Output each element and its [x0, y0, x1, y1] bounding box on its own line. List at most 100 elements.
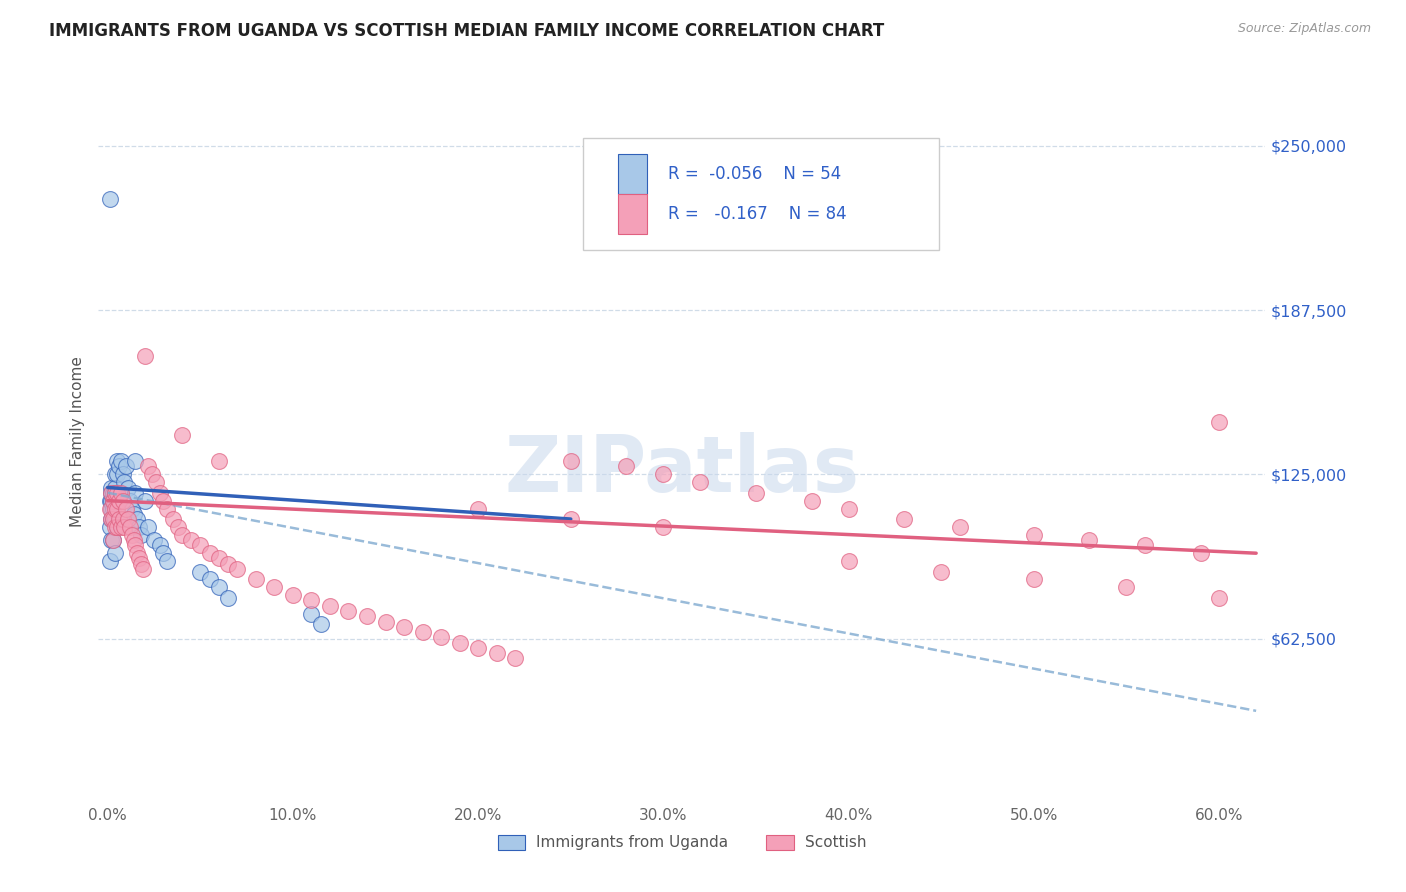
Point	[105, 520, 128, 534]
Point	[141, 467, 163, 482]
Point	[838, 554, 860, 568]
Point	[121, 501, 143, 516]
Point	[689, 475, 711, 490]
Point	[103, 533, 125, 547]
Text: Source: ZipAtlas.com: Source: ZipAtlas.com	[1237, 22, 1371, 36]
Point	[1022, 573, 1045, 587]
Point	[103, 501, 125, 516]
Point	[152, 493, 174, 508]
Point	[128, 551, 150, 566]
Point	[281, 588, 304, 602]
Point	[162, 512, 184, 526]
Point	[167, 520, 190, 534]
Point	[104, 481, 127, 495]
Point	[148, 538, 170, 552]
Point	[132, 562, 155, 576]
Point	[107, 459, 129, 474]
Point	[104, 520, 127, 534]
Point	[217, 557, 239, 571]
Point	[800, 493, 823, 508]
Point	[145, 475, 167, 490]
Point	[124, 485, 146, 500]
Point	[104, 546, 127, 560]
Point	[105, 485, 128, 500]
Point	[467, 501, 489, 516]
Point	[226, 562, 249, 576]
Point	[98, 192, 121, 206]
Point	[118, 493, 141, 508]
Point	[129, 557, 152, 571]
Point	[98, 493, 121, 508]
Point	[122, 533, 145, 547]
Point	[121, 528, 143, 542]
Text: R =   -0.167    N = 84: R = -0.167 N = 84	[668, 205, 846, 223]
Point	[198, 546, 221, 560]
Point	[117, 512, 139, 526]
Point	[485, 646, 508, 660]
Point	[103, 493, 125, 508]
Point	[356, 609, 378, 624]
Point	[1115, 580, 1137, 594]
Point	[652, 520, 675, 534]
Point	[111, 493, 134, 508]
Point	[1208, 415, 1230, 429]
Point	[117, 481, 139, 495]
Point	[188, 565, 211, 579]
Point	[111, 512, 134, 526]
Point	[105, 501, 128, 516]
Point	[208, 580, 231, 594]
Point	[100, 493, 122, 508]
Point	[560, 454, 582, 468]
Point	[430, 630, 453, 644]
Point	[105, 520, 128, 534]
Point	[560, 512, 582, 526]
Point	[392, 620, 415, 634]
Point	[105, 493, 128, 508]
Point	[138, 520, 160, 534]
Point	[100, 512, 122, 526]
Point	[103, 485, 125, 500]
Point	[198, 573, 221, 587]
Point	[652, 467, 675, 482]
Point	[245, 573, 267, 587]
Point	[111, 467, 134, 482]
Point	[103, 512, 125, 526]
Point	[124, 538, 146, 552]
Point	[180, 533, 202, 547]
Point	[467, 640, 489, 655]
Point	[1022, 528, 1045, 542]
Point	[103, 533, 125, 547]
Point	[110, 454, 132, 468]
Y-axis label: Median Family Income: Median Family Income	[70, 356, 86, 527]
Point	[1078, 533, 1101, 547]
Point	[208, 551, 231, 566]
Point	[745, 485, 768, 500]
Point	[100, 512, 122, 526]
Point	[893, 512, 915, 526]
Point	[110, 520, 132, 534]
Point	[104, 485, 127, 500]
Point	[115, 501, 138, 516]
Point	[107, 512, 129, 526]
Point	[170, 528, 193, 542]
Point	[118, 520, 141, 534]
Point	[98, 520, 121, 534]
Point	[124, 454, 146, 468]
Point	[319, 599, 342, 613]
Point	[143, 533, 166, 547]
Point	[103, 512, 125, 526]
Point	[134, 349, 156, 363]
Point	[100, 485, 122, 500]
Point	[104, 512, 127, 526]
Legend: Immigrants from Uganda, Scottish: Immigrants from Uganda, Scottish	[492, 829, 872, 856]
Point	[156, 554, 179, 568]
Point	[301, 607, 323, 621]
Point	[217, 591, 239, 605]
Point	[105, 454, 128, 468]
Point	[374, 615, 396, 629]
Point	[104, 467, 127, 482]
FancyBboxPatch shape	[582, 138, 939, 250]
Point	[110, 485, 132, 500]
Point	[188, 538, 211, 552]
Point	[104, 485, 127, 500]
